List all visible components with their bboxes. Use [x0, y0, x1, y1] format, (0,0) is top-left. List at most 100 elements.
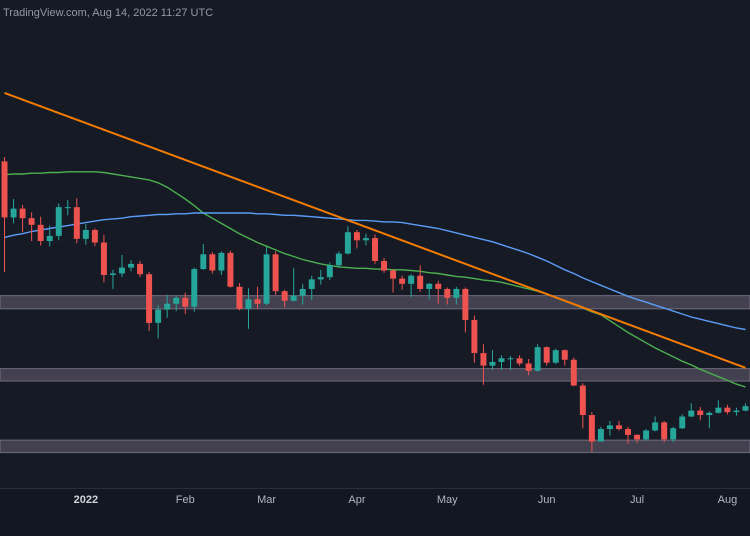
candle-body [507, 358, 514, 360]
candle-body [408, 275, 415, 284]
candle-body [335, 253, 342, 266]
candle-body [119, 267, 125, 274]
candle-body [453, 288, 460, 298]
support-zone [0, 439, 750, 454]
candle-body [715, 407, 722, 413]
candle-body [290, 295, 297, 301]
x-tick-label: Apr [348, 494, 365, 506]
x-tick-label: Aug [718, 494, 738, 506]
chart-title: TradingView.com, Aug 14, 2022 11:27 UTC [3, 7, 213, 19]
candle-body [245, 299, 252, 309]
candle-body [146, 274, 153, 323]
candle-body [128, 263, 135, 268]
candle-body [91, 229, 98, 243]
candle-body [597, 429, 604, 442]
candle-body [471, 319, 478, 354]
candle-body [254, 299, 261, 304]
candle-body [362, 238, 369, 241]
candle-body [634, 434, 641, 440]
candle-body [55, 207, 62, 236]
candle-body [706, 412, 713, 416]
candle-body [372, 238, 378, 261]
candle-body [570, 359, 577, 386]
candle-body [552, 350, 559, 363]
candle-body [615, 425, 622, 430]
candle-body [155, 309, 162, 323]
candle-body [1, 161, 8, 218]
candle-body [661, 422, 668, 440]
candle-body [37, 224, 44, 242]
x-tick-label: 2022 [74, 494, 98, 506]
candle-body [209, 254, 216, 271]
candle-body [272, 254, 279, 292]
candle-body [200, 254, 207, 270]
candle-body [480, 353, 487, 366]
candle-body [399, 278, 406, 284]
candle-body [109, 273, 116, 275]
trendline [4, 91, 746, 369]
candle-body [182, 297, 189, 307]
candle-body [417, 275, 424, 289]
moving-average [4, 171, 746, 388]
x-tick-label: May [437, 494, 458, 506]
candle-body [426, 283, 433, 289]
candle-body [164, 303, 171, 310]
x-tick-label: Jun [538, 494, 556, 506]
candle-body [64, 207, 71, 209]
moving-average [4, 212, 746, 331]
x-tick-label: Feb [176, 494, 195, 506]
candle-body [543, 347, 550, 363]
candle-body [19, 208, 26, 219]
candle-body [100, 242, 107, 275]
candle-body [444, 288, 451, 298]
x-tick-label: Jul [630, 494, 644, 506]
candle-body [435, 283, 442, 289]
candle-body [670, 428, 677, 440]
candle-body [299, 288, 306, 296]
candle-body [263, 254, 270, 304]
candle-body [525, 363, 532, 371]
candle-body [606, 425, 613, 430]
candle-body [588, 415, 595, 442]
candle-body [281, 291, 288, 301]
candle-body [489, 361, 496, 366]
x-tick-label: Mar [257, 494, 276, 506]
candle-body [46, 235, 53, 242]
candle-body [137, 263, 144, 275]
candle-body [82, 229, 89, 239]
candle-body [679, 416, 686, 429]
candle-body [381, 260, 388, 271]
candle-body [498, 358, 505, 362]
candle-body [561, 350, 568, 360]
candle-body [317, 277, 324, 280]
candle-body [73, 207, 80, 239]
time-axis-background [0, 488, 750, 536]
candle-body [462, 288, 469, 320]
candle-body [308, 279, 315, 289]
candle-body [326, 265, 333, 278]
candle-body [218, 252, 225, 271]
candle-body [733, 410, 740, 413]
candle-body [390, 270, 397, 279]
candle-body [697, 410, 704, 416]
candle-body [652, 422, 659, 431]
candle-body [579, 385, 586, 416]
candle-body [173, 297, 180, 304]
candle-body [643, 430, 650, 440]
support-zone [0, 368, 750, 382]
candle-body [516, 358, 523, 364]
candle-body [625, 429, 631, 435]
support-zone [0, 295, 750, 310]
candle-body [742, 406, 749, 411]
candle-body [227, 252, 234, 287]
candle-body [236, 286, 243, 309]
candle-body [353, 232, 360, 241]
candle-body [724, 407, 731, 413]
candle-body [10, 208, 17, 218]
candle-body [344, 232, 351, 254]
candle-body [191, 269, 198, 307]
candle-body [688, 410, 695, 417]
candle-body [534, 347, 541, 371]
